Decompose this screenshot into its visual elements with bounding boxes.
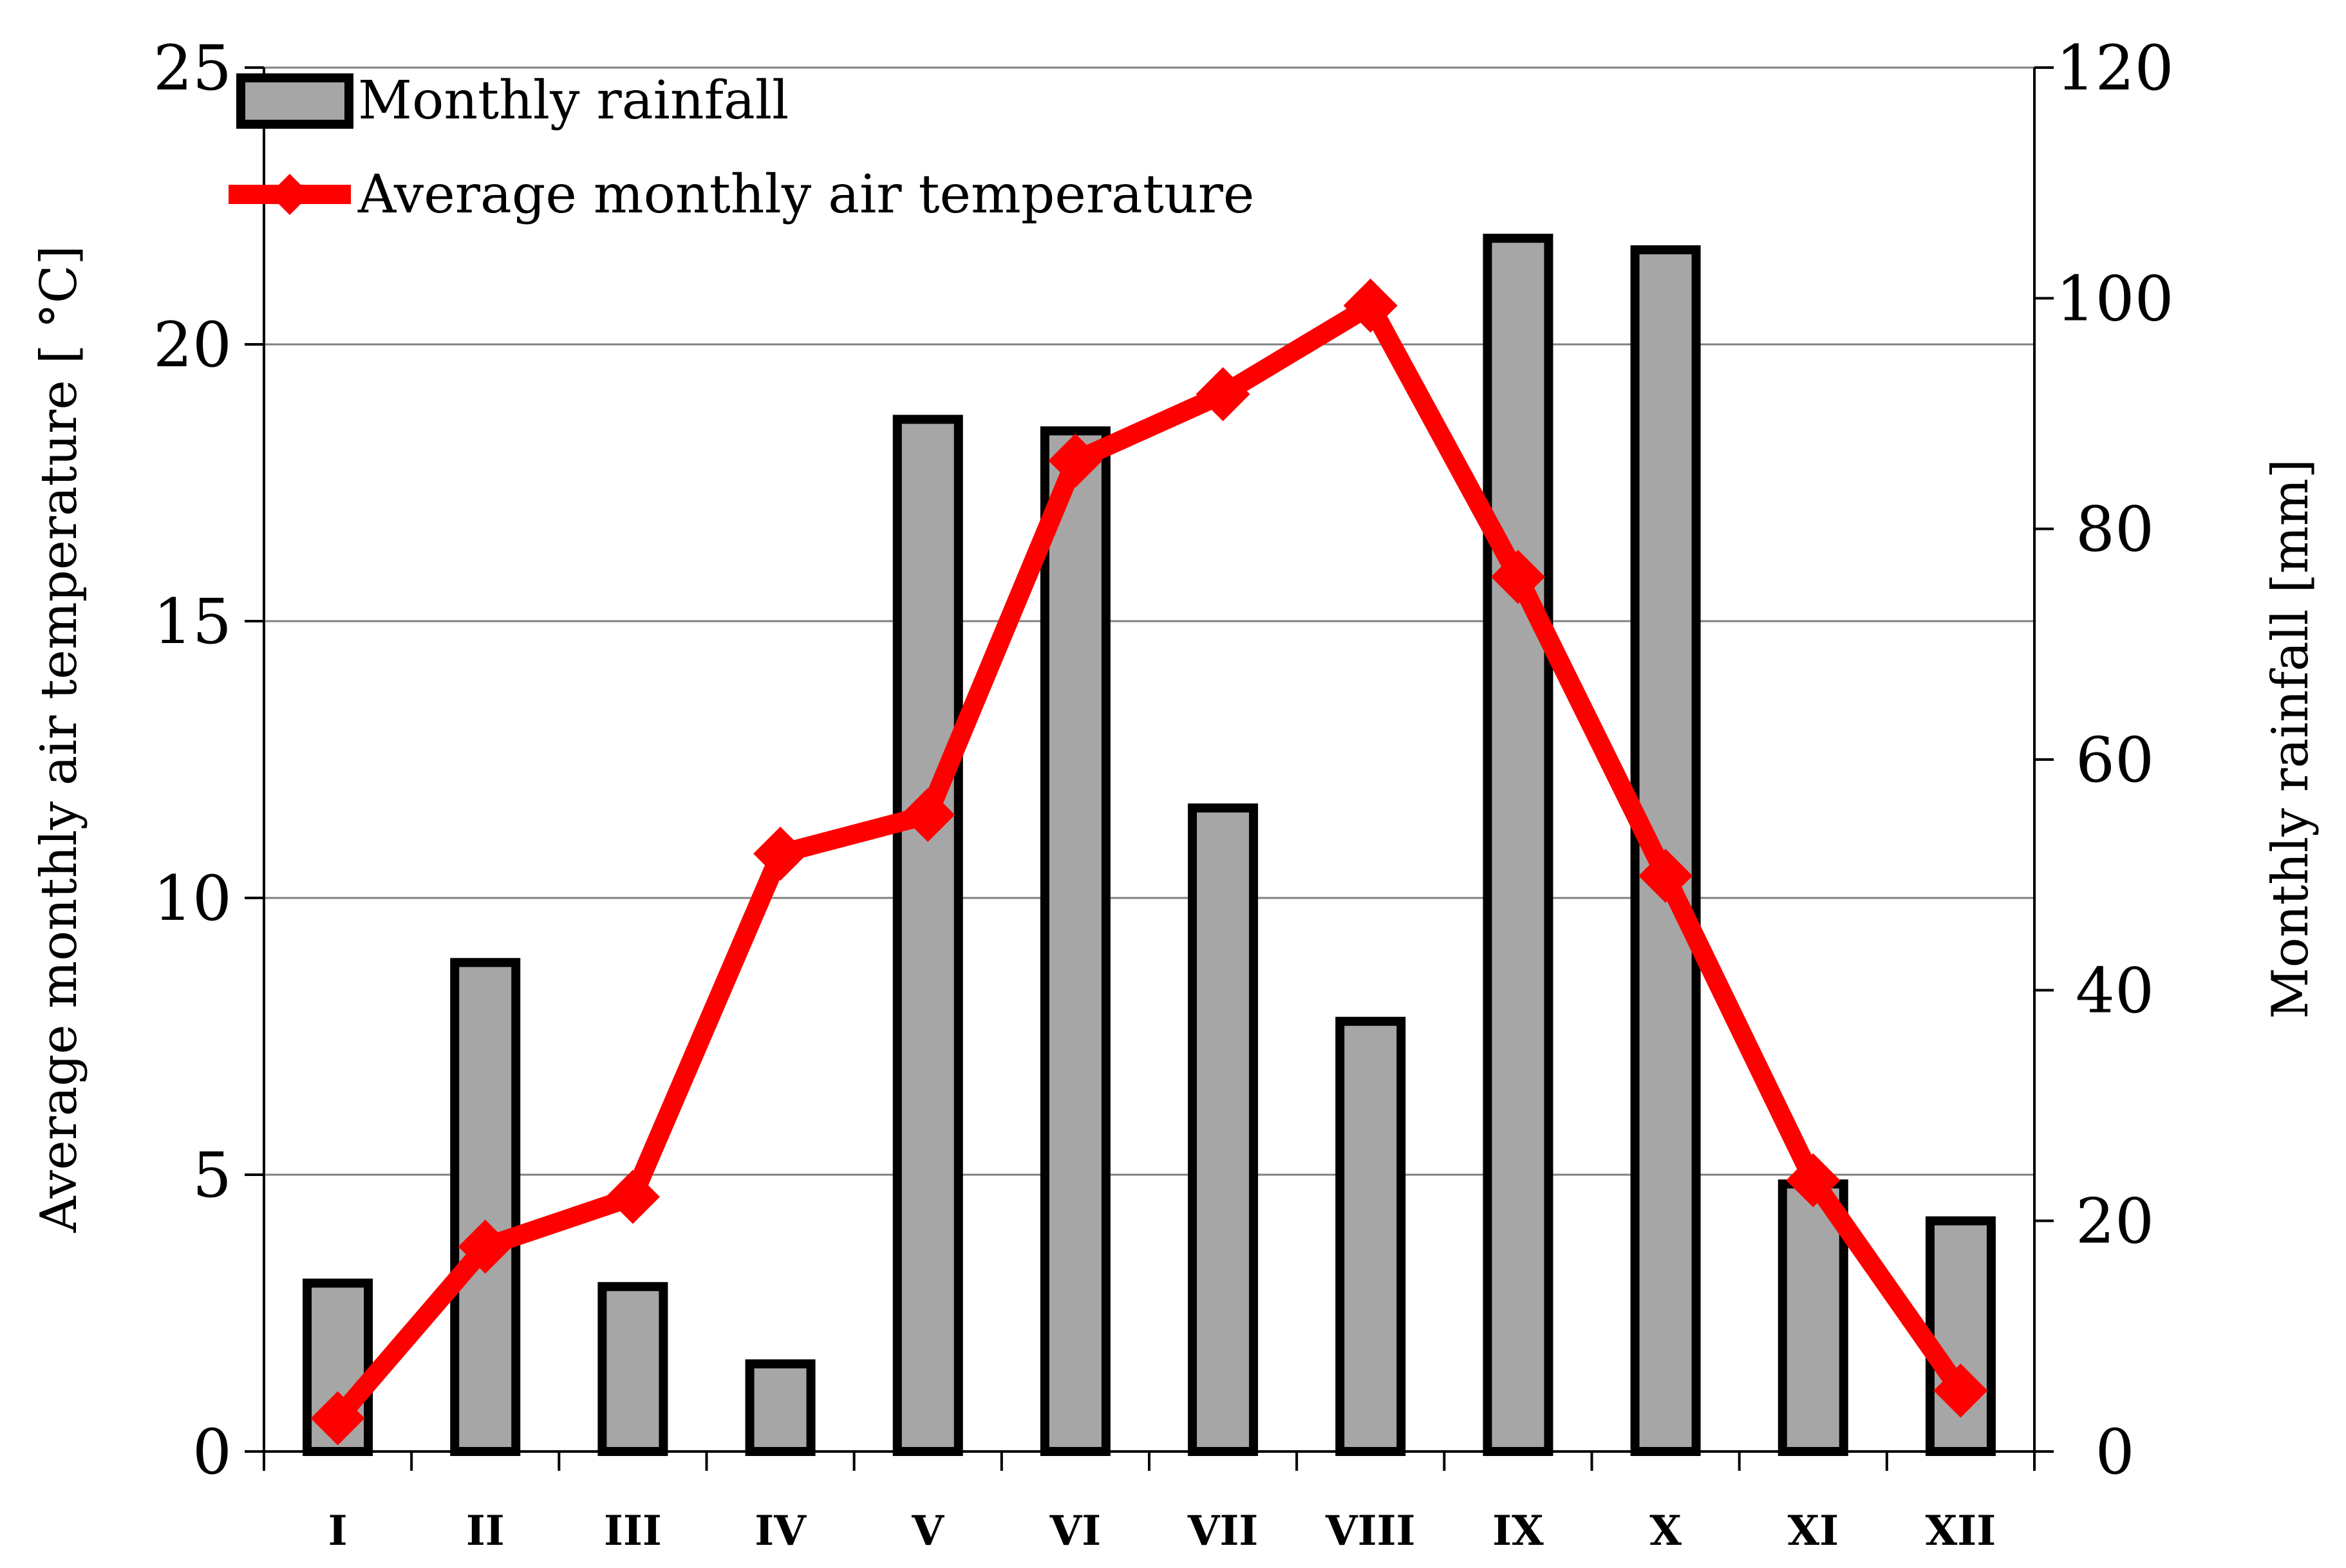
temperature-point-XI <box>1786 1153 1841 1208</box>
rainfall-bar-II <box>450 958 521 1457</box>
x-tick-label-XII: XII <box>1926 1507 1996 1555</box>
gridlines <box>264 66 2034 1176</box>
temperature-point-X <box>1638 848 1693 903</box>
right-tick-label-80: 80 <box>2076 494 2154 566</box>
rainfall-bar-V <box>892 415 963 1456</box>
rainfall-bars <box>303 234 1996 1457</box>
right-tick-label-120: 120 <box>2056 32 2173 104</box>
right-tick-label-20: 20 <box>2076 1186 2154 1258</box>
x-tick-label-VII: VII <box>1187 1507 1259 1555</box>
legend-label-temperature: Average monthly air temperature <box>357 164 1254 225</box>
left-tick-label-15: 15 <box>153 586 232 658</box>
rainfall-bar-VIII <box>1335 1016 1406 1457</box>
rainfall-bar-III <box>597 1282 668 1456</box>
left-tick-label-10: 10 <box>153 863 232 935</box>
temperature-point-II <box>458 1219 512 1274</box>
left-tick-label-5: 5 <box>192 1139 232 1211</box>
temperature-point-IX <box>1490 550 1545 604</box>
axes <box>245 66 2054 1471</box>
temperature-point-III <box>605 1170 660 1224</box>
temperature-point-VII <box>1196 367 1250 422</box>
temperature-point-V <box>901 788 955 842</box>
x-tick-label-II: II <box>466 1507 505 1555</box>
temperature-point-I <box>310 1391 365 1446</box>
right-tick-label-40: 40 <box>2076 955 2154 1027</box>
rainfall-bar-IX <box>1483 234 1553 1457</box>
right-tick-label-100: 100 <box>2056 263 2173 335</box>
x-tick-label-IV: IV <box>755 1507 807 1555</box>
x-tick-label-IX: IX <box>1492 1507 1544 1555</box>
temperature-line-group <box>310 278 1988 1446</box>
x-tick-label-X: X <box>1649 1507 1682 1555</box>
right-tick-label-60: 60 <box>2076 724 2154 796</box>
rainfall-bar-IV <box>745 1359 816 1456</box>
right-tick-label-0: 0 <box>2095 1416 2134 1488</box>
x-tick-label-III: III <box>604 1507 662 1555</box>
legend-label-rainfall: Monthly rainfall <box>358 70 789 131</box>
temperature-point-IV <box>753 826 808 881</box>
left-tick-label-20: 20 <box>153 309 232 381</box>
temperature-point-VIII <box>1343 278 1398 333</box>
left-axis-title: Average monthly air temperature [ °C] <box>30 245 88 1233</box>
temperature-point-XII <box>1933 1363 1988 1418</box>
x-tick-label-I: I <box>328 1507 348 1555</box>
legend: Monthly rainfall Average monthly air tem… <box>229 70 1254 225</box>
left-tick-label-25: 25 <box>153 32 232 104</box>
left-tick-label-0: 0 <box>192 1416 232 1488</box>
legend-swatch-temperature-marker <box>269 174 310 215</box>
x-tick-label-V: V <box>911 1507 944 1555</box>
right-axis-title: Monthly rainfall [mm] <box>2262 459 2320 1019</box>
rainfall-bar-VII <box>1188 803 1259 1456</box>
temperature-point-VI <box>1048 433 1103 488</box>
x-tick-label-XI: XI <box>1787 1507 1839 1555</box>
x-tick-label-VI: VI <box>1049 1507 1102 1555</box>
rainfall-bar-VI <box>1040 426 1111 1456</box>
x-tick-label-VIII: VIII <box>1325 1507 1415 1555</box>
legend-swatch-rainfall <box>236 73 353 129</box>
temperature-line <box>328 295 1971 1428</box>
